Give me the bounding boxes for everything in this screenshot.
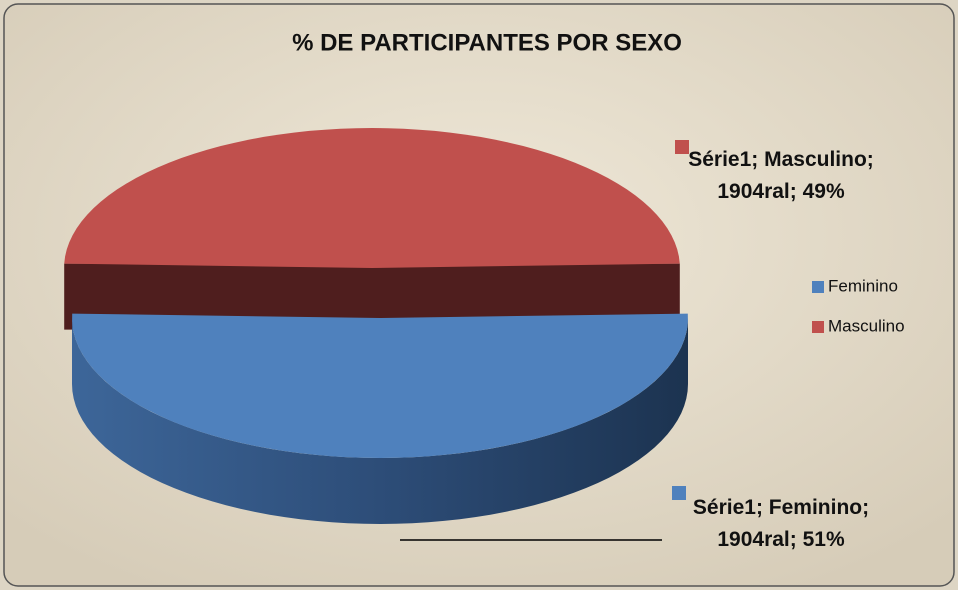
data-label-swatch: [675, 140, 689, 154]
slice-side: [72, 318, 688, 524]
data-label: Série1; Feminino; 1904ral; 51%: [692, 496, 870, 551]
legend-label: Feminino: [828, 276, 898, 295]
slice: [72, 313, 688, 458]
data-label: Série1; Masculino; 1904ral; 49%: [688, 148, 874, 203]
chart-title: % DE PARTICIPANTES POR SEXO: [292, 29, 682, 56]
legend-label: Masculino: [828, 316, 905, 335]
data-label-swatch: [672, 486, 686, 500]
pie: [64, 128, 688, 524]
legend-swatch: [812, 281, 824, 293]
legend: Feminino Masculino: [812, 276, 905, 335]
slice: [64, 128, 680, 268]
slice-side: [64, 263, 680, 330]
legend-swatch: [812, 321, 824, 333]
